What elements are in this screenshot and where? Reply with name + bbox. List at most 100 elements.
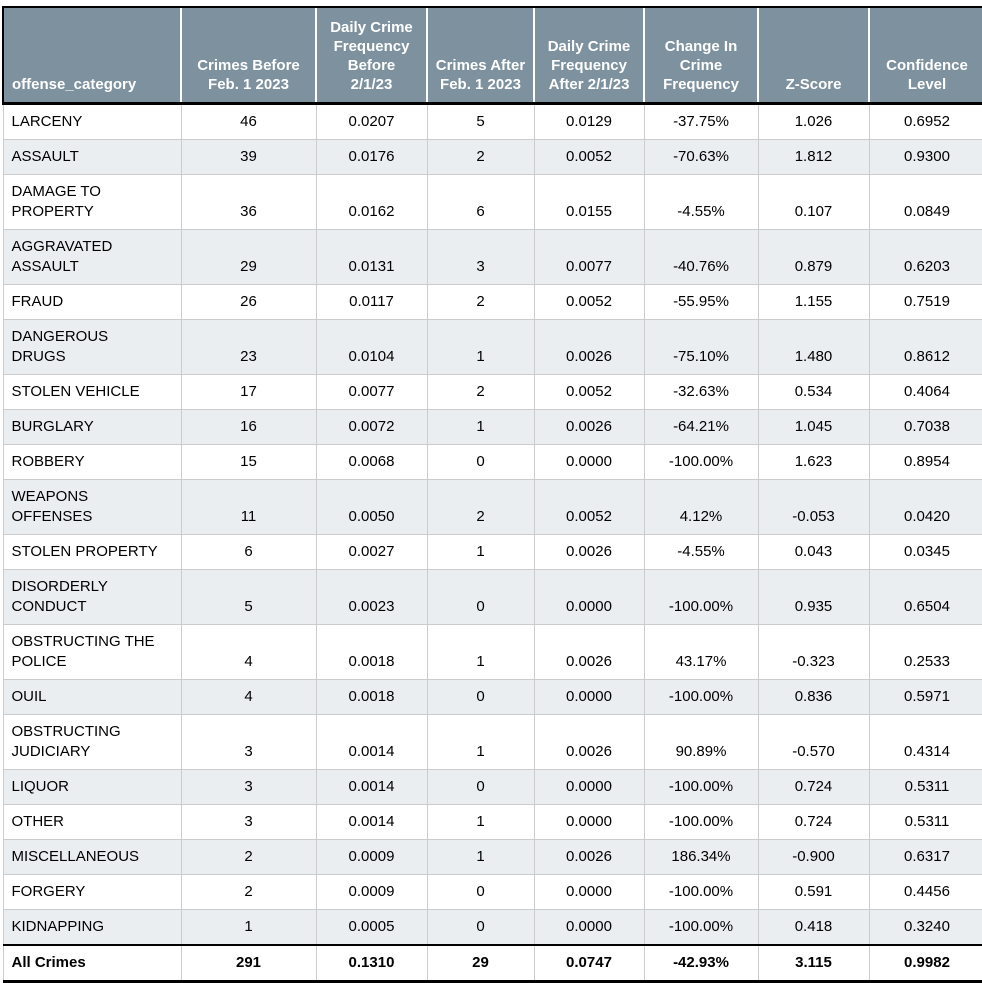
value-cell: -55.95% [643, 284, 759, 320]
value-cell: 1 [426, 839, 535, 875]
column-header: Daily Crime Frequency Before 2/1/23 [315, 6, 427, 105]
total-value-cell: -42.93% [643, 944, 759, 983]
value-cell: 0.0014 [315, 804, 428, 840]
value-cell: 0 [426, 444, 535, 480]
value-cell: 1 [426, 624, 535, 680]
value-cell: 1 [426, 714, 535, 770]
value-cell: -64.21% [643, 409, 759, 445]
category-cell: OBSTRUCTING JUDICIARY [2, 714, 182, 770]
value-cell: 1 [180, 909, 317, 946]
value-cell: 5 [180, 569, 317, 625]
value-cell: 4 [180, 679, 317, 715]
table-row: OUIL 4 0.0018 0 0.0000 -100.00% 0.836 0.5971 [2, 679, 982, 715]
value-cell: 0.043 [757, 534, 870, 570]
value-cell: 0 [426, 679, 535, 715]
value-cell: 0.4456 [868, 874, 982, 910]
value-cell: 2 [426, 374, 535, 410]
value-cell: 1.812 [757, 139, 870, 175]
value-cell: 0.0026 [533, 319, 645, 375]
value-cell: 0.7038 [868, 409, 982, 445]
value-cell: 1 [426, 534, 535, 570]
value-cell: 0.0000 [533, 874, 645, 910]
value-cell: 0.0000 [533, 444, 645, 480]
value-cell: 0.5971 [868, 679, 982, 715]
value-cell: 6 [180, 534, 317, 570]
value-cell: -0.323 [757, 624, 870, 680]
table-row: AGGRAVATED ASSAULT 29 0.0131 3 0.0077 -40.76%… [2, 229, 982, 285]
value-cell: 0 [426, 909, 535, 946]
table-row: STOLEN VEHICLE 17 0.0077 2 0.0052 -32.63% 0.53… [2, 374, 982, 410]
value-cell: 0.4314 [868, 714, 982, 770]
value-cell: 0.0131 [315, 229, 428, 285]
table-row: ROBBERY 15 0.0068 0 0.0000 -100.00% 1.623 0.895… [2, 444, 982, 480]
total-label-cell: All Crimes [2, 944, 182, 983]
value-cell: 1.155 [757, 284, 870, 320]
table-row: DAMAGE TO PROPERTY 36 0.0162 6 0.0155 -4.55% 0… [2, 174, 982, 230]
total-value-cell: 0.1310 [315, 944, 428, 983]
category-cell: OTHER [2, 804, 182, 840]
value-cell: 0.0014 [315, 714, 428, 770]
table-row: OBSTRUCTING THE POLICE 4 0.0018 1 0.0026 43.1… [2, 624, 982, 680]
table-row: DISORDERLY CONDUCT 5 0.0023 0 0.0000 -100.00%… [2, 569, 982, 625]
value-cell: 0.0077 [533, 229, 645, 285]
category-cell: ROBBERY [2, 444, 182, 480]
value-cell: 29 [180, 229, 317, 285]
value-cell: 0.6203 [868, 229, 982, 285]
header-row: offense_category Crimes Before Feb. 1 202… [2, 6, 982, 105]
value-cell: 0.0052 [533, 374, 645, 410]
category-cell: LIQUOR [2, 769, 182, 805]
value-cell: 0.5311 [868, 804, 982, 840]
column-header: Change In Crime Frequency [643, 6, 758, 105]
value-cell: -70.63% [643, 139, 759, 175]
value-cell: 0.0420 [868, 479, 982, 535]
table-footer: All Crimes 291 0.1310 29 0.0747 -42.93% 3.115 0… [2, 944, 982, 983]
value-cell: 0.2533 [868, 624, 982, 680]
total-value-cell: 29 [426, 944, 535, 983]
value-cell: 0.0050 [315, 479, 428, 535]
value-cell: 0.0052 [533, 284, 645, 320]
value-cell: 0.107 [757, 174, 870, 230]
value-cell: 36 [180, 174, 317, 230]
value-cell: 1.045 [757, 409, 870, 445]
value-cell: -4.55% [643, 534, 759, 570]
category-cell: FORGERY [2, 874, 182, 910]
value-cell: 0.418 [757, 909, 870, 946]
value-cell: 0.0000 [533, 804, 645, 840]
value-cell: 0.0027 [315, 534, 428, 570]
value-cell: 2 [426, 139, 535, 175]
value-cell: 0 [426, 874, 535, 910]
value-cell: 0.6504 [868, 569, 982, 625]
value-cell: 0.724 [757, 769, 870, 805]
category-cell: DAMAGE TO PROPERTY [2, 174, 182, 230]
value-cell: 0.0009 [315, 839, 428, 875]
value-cell: 1 [426, 409, 535, 445]
value-cell: 4 [180, 624, 317, 680]
value-cell: 0.0026 [533, 534, 645, 570]
table-row: STOLEN PROPERTY 6 0.0027 1 0.0026 -4.55% 0.043… [2, 534, 982, 570]
value-cell: 2 [180, 874, 317, 910]
table-row: LARCENY 46 0.0207 5 0.0129 -37.75% 1.026 0.6952 [2, 103, 982, 140]
value-cell: 0.0117 [315, 284, 428, 320]
value-cell: 0.0000 [533, 909, 645, 946]
value-cell: 0.8954 [868, 444, 982, 480]
category-cell: STOLEN VEHICLE [2, 374, 182, 410]
table-row: OBSTRUCTING JUDICIARY 3 0.0014 1 0.0026 90.89… [2, 714, 982, 770]
value-cell: 1 [426, 804, 535, 840]
category-cell: DISORDERLY CONDUCT [2, 569, 182, 625]
category-cell: DANGEROUS DRUGS [2, 319, 182, 375]
value-cell: 5 [426, 103, 535, 140]
total-value-cell: 0.0747 [533, 944, 645, 983]
value-cell: 0.0026 [533, 839, 645, 875]
value-cell: 0.0052 [533, 139, 645, 175]
value-cell: 0.0207 [315, 103, 428, 140]
category-cell: STOLEN PROPERTY [2, 534, 182, 570]
value-cell: 15 [180, 444, 317, 480]
value-cell: 0.0009 [315, 874, 428, 910]
value-cell: 0.591 [757, 874, 870, 910]
value-cell: 0.0345 [868, 534, 982, 570]
value-cell: 0.0077 [315, 374, 428, 410]
category-cell: LARCENY [2, 103, 182, 140]
table-row: ASSAULT 39 0.0176 2 0.0052 -70.63% 1.812 0.9300 [2, 139, 982, 175]
value-cell: 1.480 [757, 319, 870, 375]
